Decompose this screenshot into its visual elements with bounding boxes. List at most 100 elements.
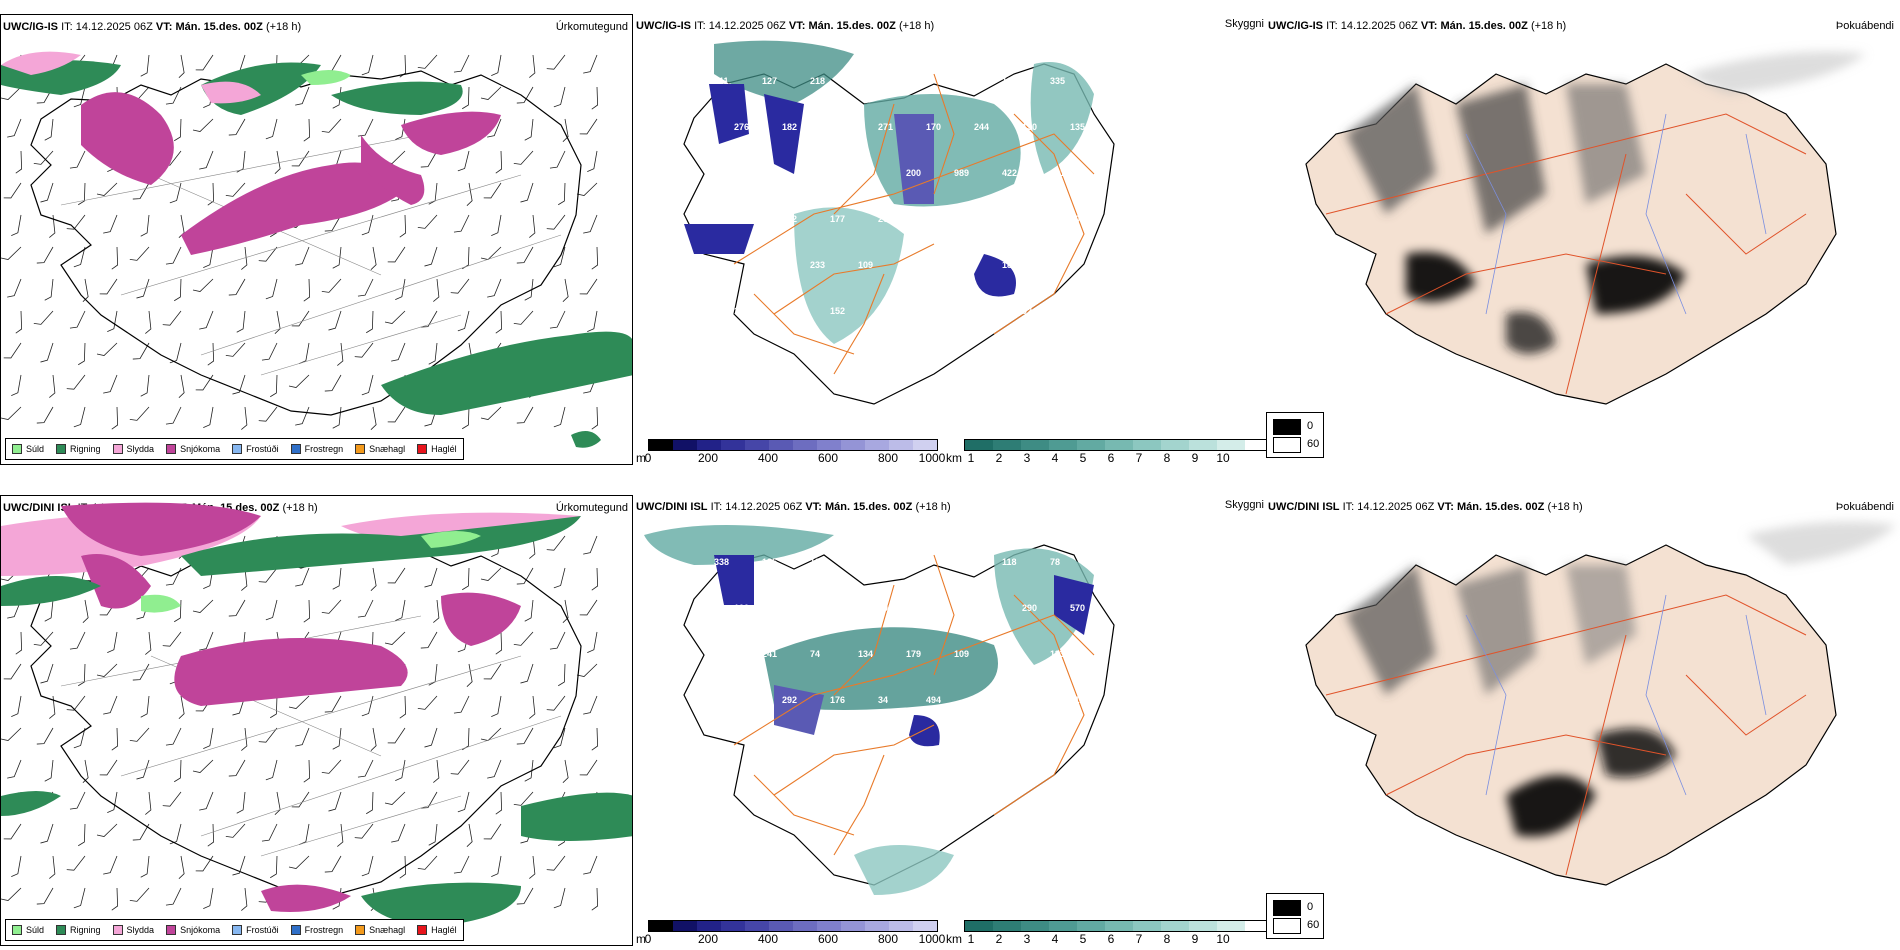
wind-barb: [265, 759, 278, 781]
wind-barb: [145, 310, 152, 334]
scale-segment: [1161, 440, 1189, 450]
cloud-panel-row1: UWC/IG-IS IT: 14.12.2025 06Z VT: Mán. 15…: [1266, 14, 1900, 414]
wind-barb: [591, 727, 599, 751]
wind-barb: [261, 342, 278, 361]
wind-barb: [36, 246, 54, 264]
wind-barb: [1, 246, 22, 260]
panel-title: Þokuábendi: [1835, 20, 1894, 32]
wind-barb: [49, 695, 56, 719]
wind-barb: [49, 374, 56, 398]
scale-segment: [721, 440, 745, 450]
wind-barb: [462, 567, 470, 591]
visibility-label: 290: [1022, 603, 1037, 613]
wind-barb: [69, 150, 86, 169]
wind-barb: [199, 631, 214, 651]
legend-item: Rigning: [56, 925, 101, 935]
wind-barb: [228, 759, 246, 777]
visibility-panel-row1: UWC/IG-IS IT: 14.12.2025 06Z VT: Mán. 15…: [634, 14, 1266, 465]
visibility-label: 252: [782, 214, 797, 224]
scale-segment: [769, 921, 793, 931]
visibility-label: 276: [734, 122, 749, 132]
wind-barb: [562, 599, 569, 623]
visibility-label: 414: [734, 214, 749, 224]
rain-area: [361, 882, 521, 926]
visibility-label: 109: [858, 557, 873, 567]
visibility-label: 343: [974, 603, 989, 613]
wind-barb: [107, 310, 118, 332]
wind-barb: [453, 214, 470, 233]
wind-barb: [520, 182, 534, 203]
visibility-label: 11: [1070, 695, 1080, 705]
drizzle-area: [141, 594, 181, 613]
visibility-label: 222: [830, 603, 845, 613]
wind-barb: [241, 246, 248, 270]
wind-barb: [195, 54, 214, 71]
wind-barb: [241, 567, 248, 591]
wind-barb: [357, 759, 374, 778]
visibility-label: 103: [734, 306, 749, 316]
wind-barb: [420, 631, 438, 649]
fog-shading: [1346, 521, 1896, 837]
wind-barb: [395, 599, 406, 621]
wind-barb: [387, 246, 406, 263]
legend-white-box: [1273, 437, 1301, 453]
visibility-label: 170: [926, 122, 941, 132]
wind-barb: [579, 759, 598, 776]
wind-barb: [516, 567, 534, 585]
wind-barb: [66, 855, 86, 871]
wind-barb: [165, 86, 182, 105]
wind-barb: [165, 246, 182, 265]
wind-barb: [241, 727, 248, 751]
wind-barb: [291, 310, 310, 327]
wind-barb: [480, 406, 502, 420]
panel-title: Úrkomutegund: [555, 502, 628, 514]
wind-barb: [236, 150, 246, 173]
visibility-label: 461: [782, 306, 797, 316]
wind-barb: [3, 342, 22, 359]
wind-barb: [453, 855, 470, 874]
wind-barb: [370, 246, 377, 270]
visibility-label: 217: [954, 260, 969, 270]
wind-barb: [357, 278, 374, 297]
rain-area: [1, 576, 101, 606]
wind-barb: [140, 374, 150, 397]
wind-barb: [36, 406, 54, 424]
wind-barb: [11, 374, 22, 396]
wind-barb: [15, 150, 23, 174]
wind-barb: [291, 150, 310, 167]
scale-segment: [649, 440, 673, 450]
precip-map-row2: [1, 502, 632, 926]
wind-barb: [516, 406, 534, 424]
visibility-label: 124: [810, 557, 825, 567]
legend-item: Frostregn: [290, 444, 343, 454]
wind-barb: [270, 374, 278, 398]
wind-barb: [513, 150, 534, 165]
wind-barb: [462, 406, 470, 430]
swatch-freezing-rain: [290, 444, 301, 454]
wind-barb: [174, 118, 182, 142]
wind-barb: [516, 727, 534, 745]
wind-barb: [480, 567, 502, 581]
wind-barb: [69, 310, 86, 329]
wind-barb: [36, 887, 54, 905]
rivers: [1465, 594, 1767, 796]
wind-barb: [44, 278, 54, 301]
scale-segment: [649, 921, 673, 931]
wind-barb: [579, 278, 598, 295]
wind-barb: [324, 374, 342, 392]
wind-barb: [491, 214, 502, 236]
wind-barb: [1, 86, 22, 100]
wind-barb: [73, 406, 86, 428]
wind-barb: [583, 535, 598, 555]
wind-barb: [399, 695, 407, 719]
legend-item: Snjókoma: [166, 444, 220, 454]
scale-segment: [865, 921, 889, 931]
visibility-label: 335: [1050, 76, 1065, 86]
wind-barb: [450, 278, 470, 294]
visibility-label: 72: [714, 260, 724, 270]
panel-header: UWC/IG-IS IT: 14.12.2025 06Z VT: Mán. 15…: [3, 21, 302, 33]
wind-barb: [140, 54, 150, 77]
wind-barb: [491, 855, 502, 877]
scale-segment: [1021, 440, 1049, 450]
wind-barb: [303, 759, 311, 783]
